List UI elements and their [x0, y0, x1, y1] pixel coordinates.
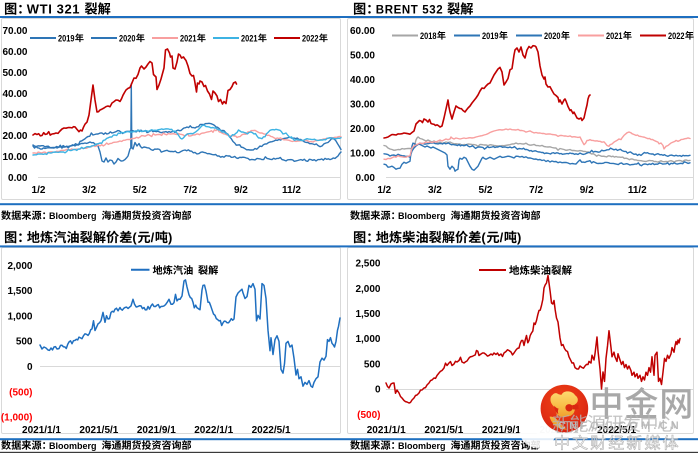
svg-text:BRENT 532: BRENT 532	[376, 5, 443, 17]
svg-text:0.00: 0.00	[8, 173, 28, 184]
svg-text:9/2: 9/2	[580, 185, 594, 196]
svg-text:2,000: 2,000	[355, 284, 380, 295]
svg-text:30.00: 30.00	[2, 110, 27, 121]
svg-text:1,000: 1,000	[7, 311, 32, 322]
svg-text:20.00: 20.00	[2, 131, 27, 142]
svg-text:0.00: 0.00	[356, 173, 376, 184]
svg-text:2021: 2021	[606, 31, 623, 42]
svg-text:3/2: 3/2	[82, 185, 96, 196]
svg-text:(1,000): (1,000)	[1, 413, 33, 424]
svg-text:30.00: 30.00	[350, 100, 375, 111]
svg-text:11/2: 11/2	[282, 185, 301, 196]
svg-text:10.00: 10.00	[2, 152, 27, 163]
svg-text:500: 500	[364, 359, 381, 370]
svg-text:70.00: 70.00	[2, 26, 27, 37]
svg-text:Bloomberg: Bloomberg	[49, 211, 97, 221]
svg-text:1,500: 1,500	[7, 286, 32, 297]
svg-text:5/2: 5/2	[133, 185, 147, 196]
svg-text:Bloomberg: Bloomberg	[398, 441, 446, 451]
svg-text:1,500: 1,500	[355, 309, 380, 320]
svg-text:2019: 2019	[482, 31, 499, 42]
svg-text:0: 0	[375, 385, 381, 396]
svg-text:50.00: 50.00	[350, 51, 375, 62]
svg-text:2,000: 2,000	[7, 261, 32, 272]
svg-text:(: (	[132, 230, 137, 245]
svg-text:2021/5/1: 2021/5/1	[79, 425, 118, 436]
svg-text:2020: 2020	[544, 31, 561, 42]
svg-text:Bloomberg: Bloomberg	[398, 211, 446, 221]
svg-text:2021: 2021	[241, 33, 258, 44]
svg-text:5/2: 5/2	[479, 185, 493, 196]
svg-text:Bloomberg: Bloomberg	[49, 441, 97, 451]
svg-text:7/2: 7/2	[529, 185, 543, 196]
svg-text:3/2: 3/2	[428, 185, 442, 196]
svg-text:/: /	[151, 230, 155, 245]
svg-text:7/2: 7/2	[183, 185, 197, 196]
svg-text:): )	[168, 230, 173, 245]
svg-text:2021/1/1: 2021/1/1	[22, 425, 61, 436]
svg-text:2019: 2019	[58, 33, 75, 44]
svg-text:2018: 2018	[420, 31, 437, 42]
svg-text:2021/1/1: 2021/1/1	[367, 425, 406, 436]
svg-text:60.00: 60.00	[350, 26, 375, 37]
svg-text:1,000: 1,000	[355, 334, 380, 345]
svg-text:500: 500	[16, 337, 33, 348]
svg-text:2021/5/1: 2021/5/1	[424, 425, 463, 436]
svg-text:10.00: 10.00	[350, 149, 375, 160]
svg-text:(500): (500)	[9, 387, 32, 398]
svg-text:1/2: 1/2	[377, 185, 391, 196]
svg-text:40.00: 40.00	[350, 75, 375, 86]
svg-text:60.00: 60.00	[2, 47, 27, 58]
svg-text:2022/1/1: 2022/1/1	[194, 425, 233, 436]
svg-text:40.00: 40.00	[2, 89, 27, 100]
svg-text:2,500: 2,500	[355, 259, 380, 270]
svg-text:11/2: 11/2	[628, 185, 647, 196]
svg-text:(500): (500)	[357, 410, 380, 421]
svg-text:2021/9/1: 2021/9/1	[137, 425, 176, 436]
svg-text:2022: 2022	[302, 33, 319, 44]
svg-text:WTI 321: WTI 321	[27, 2, 80, 17]
svg-text:9/2: 9/2	[234, 185, 248, 196]
svg-text:2021/9/1: 2021/9/1	[482, 425, 521, 436]
svg-text:/: /	[500, 230, 504, 245]
svg-text:20.00: 20.00	[350, 124, 375, 135]
svg-text:2021: 2021	[180, 33, 197, 44]
svg-text:2022/5/1: 2022/5/1	[597, 425, 636, 436]
svg-text:2022/5/1: 2022/5/1	[252, 425, 291, 436]
svg-text:(: (	[481, 230, 486, 245]
svg-text:): )	[517, 230, 522, 245]
svg-text:2020: 2020	[119, 33, 136, 44]
svg-text:50.00: 50.00	[2, 68, 27, 79]
svg-text:1/2: 1/2	[32, 185, 46, 196]
svg-text:2022: 2022	[668, 31, 685, 42]
svg-text:0: 0	[27, 362, 33, 373]
